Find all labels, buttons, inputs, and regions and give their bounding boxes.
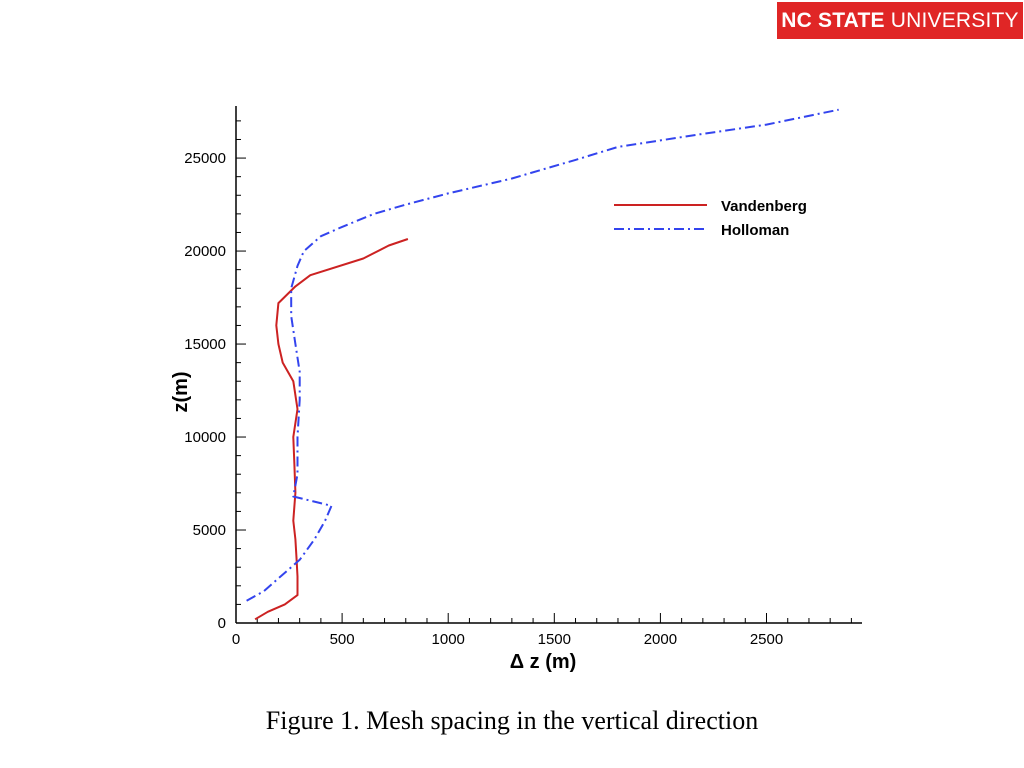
x-tick-label: 0 [232,631,240,648]
legend-label-holloman: Holloman [721,222,789,239]
legend-label-vandenberg: Vandenberg [721,198,807,215]
x-tick-label: 1500 [538,631,571,648]
x-tick-label: 2500 [750,631,783,648]
series-line-holloman [246,108,839,602]
y-tick-label: 20000 [184,243,226,260]
figure-caption: Figure 1. Mesh spacing in the vertical d… [265,706,759,735]
y-tick-label: 0 [218,615,226,632]
y-tick-label: 10000 [184,429,226,446]
y-tick-label: 5000 [193,522,226,539]
x-tick-label: 1000 [432,631,465,648]
nc-state-logo: NC STATE UNIVERSITY [777,2,1023,39]
y-tick-label: 25000 [184,150,226,167]
logo-strong-text: NC STATE [781,8,885,32]
series-line-vandenberg [254,238,409,621]
y-tick-label: 15000 [184,336,226,353]
logo-light-text: UNIVERSITY [890,8,1019,32]
mesh-spacing-chart: 0 500 1000 1500 2000 250005000100001500020000… [170,106,862,673]
x-tick-label: 500 [330,631,355,648]
y-axis-label: z(m) [170,371,192,412]
x-axis-label: Δ z (m) [510,651,577,673]
x-tick-label: 2000 [644,631,677,648]
